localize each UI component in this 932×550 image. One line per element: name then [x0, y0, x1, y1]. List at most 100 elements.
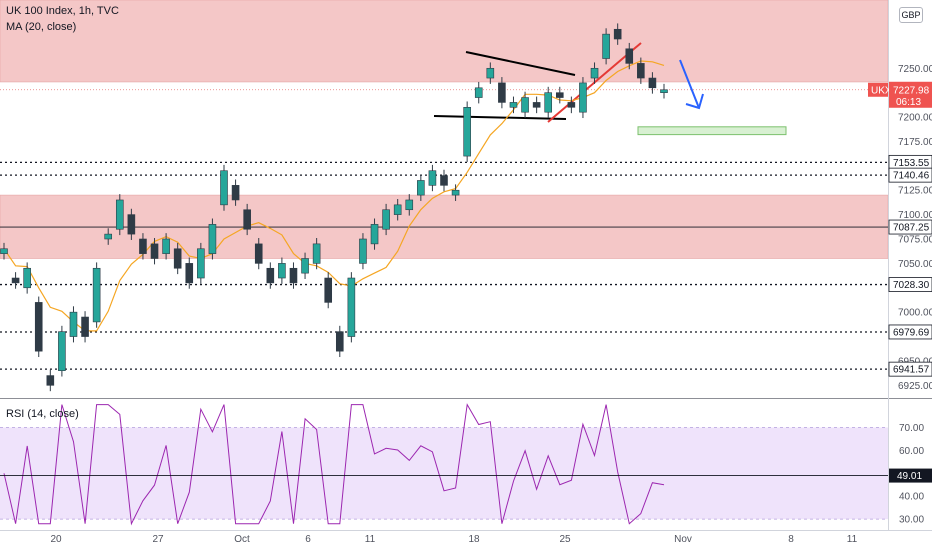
down-arrow-shaft [679, 59, 700, 109]
last-price-tag [889, 81, 932, 108]
triangle-lower-line [433, 115, 567, 120]
level-tag [888, 361, 932, 377]
candle [417, 180, 425, 196]
candle [46, 375, 55, 386]
candle [347, 277, 356, 337]
candle [463, 107, 471, 157]
candle [405, 199, 414, 211]
candle [58, 331, 66, 371]
currency-badge[interactable]: GBP [899, 7, 923, 23]
price-tick-label: 7125.00 [898, 186, 932, 197]
symbol-legend: UK 100 Index, 1h, TVC [6, 5, 119, 17]
time-tick-label: 18 [468, 534, 480, 545]
level-tag-label: 7153.55 [893, 158, 930, 169]
candle [173, 248, 182, 269]
candle [220, 170, 228, 206]
level-tag [888, 167, 932, 183]
candle [231, 185, 240, 201]
candle [243, 209, 251, 230]
candle [428, 170, 437, 186]
level-tag-label: 6979.69 [893, 327, 930, 338]
time-tick-label: 11 [847, 534, 858, 545]
candle [451, 189, 460, 196]
level-tag [888, 324, 932, 340]
rsi-tick-label: 60.00 [899, 446, 924, 457]
candle [208, 224, 217, 254]
candle [544, 92, 553, 113]
candle [162, 238, 170, 254]
candle [139, 238, 147, 254]
target-zone [637, 126, 787, 136]
down-arrow-head [685, 93, 704, 110]
price-axis[interactable]: 7250.007225.007200.007175.007125.007100.… [868, 64, 932, 526]
candle [648, 77, 657, 89]
candle [613, 28, 622, 40]
candle [312, 243, 321, 264]
candle [474, 87, 483, 98]
candle [115, 199, 124, 230]
grid-layer [0, 0, 932, 531]
candle [370, 224, 379, 245]
candle [555, 92, 564, 98]
level-tag [888, 219, 932, 235]
level-tag-label: 6941.57 [893, 365, 930, 376]
candle [92, 267, 101, 323]
candle [567, 102, 576, 108]
candle [382, 209, 390, 230]
candle [289, 267, 298, 284]
price-tick-label: 7075.00 [898, 234, 932, 245]
rsi-tick-label: 70.00 [899, 423, 924, 434]
candle [254, 243, 263, 264]
candle [34, 302, 43, 352]
level-tag-label: 7087.25 [893, 223, 930, 234]
rsi-band [0, 427, 888, 520]
rsi-last-tag [889, 468, 932, 483]
ma-line [3, 60, 665, 332]
candle [637, 63, 645, 79]
triangle-upper-line [465, 51, 576, 76]
rsi-last-label: 49.01 [897, 471, 922, 482]
ma-legend: MA (20, close) [6, 21, 77, 33]
price-tick-label: 7100.00 [898, 210, 932, 221]
price-tick-label: 7250.00 [898, 64, 932, 75]
level-tag [888, 277, 932, 292]
rsi-line [3, 403, 665, 526]
candles-layer [0, 23, 668, 392]
time-tick-label: Nov [674, 534, 692, 545]
rsi-tick-label: 40.00 [899, 492, 924, 503]
candle [185, 263, 194, 284]
candle [625, 48, 634, 64]
candle [660, 89, 668, 93]
candle [440, 175, 448, 186]
price-tick-label: 7200.00 [898, 113, 932, 124]
price-tick-label: 7050.00 [898, 259, 932, 270]
candle [393, 204, 402, 215]
rsi-tick-label: 30.00 [899, 515, 924, 526]
candle [278, 263, 286, 279]
candle [590, 67, 599, 79]
resistance-zone [0, 0, 889, 83]
level-tag-label: 7140.46 [893, 171, 930, 182]
candle [579, 82, 587, 113]
candle [0, 248, 8, 254]
rsi-layer [0, 403, 888, 526]
ma-layer [3, 60, 665, 332]
candle [509, 102, 518, 108]
time-axis[interactable]: 20 27 Oct 6 11 18 25 Nov 8 11 [50, 534, 857, 545]
candle [324, 277, 333, 303]
time-tick-label: 20 [50, 534, 62, 545]
price-tick-label: 7175.00 [898, 137, 932, 148]
candle [498, 82, 506, 103]
candle [197, 248, 205, 279]
candle [127, 214, 136, 235]
countdown-label: 06:13 [896, 97, 921, 108]
candle [266, 267, 275, 284]
candle [602, 33, 610, 59]
level-tag-label: 7028.30 [893, 280, 930, 291]
candle [104, 233, 113, 240]
candle [69, 311, 78, 337]
time-tick-label: 11 [365, 534, 376, 545]
price-tick-label: 6925.00 [898, 381, 932, 392]
time-tick-label: 25 [559, 534, 571, 545]
